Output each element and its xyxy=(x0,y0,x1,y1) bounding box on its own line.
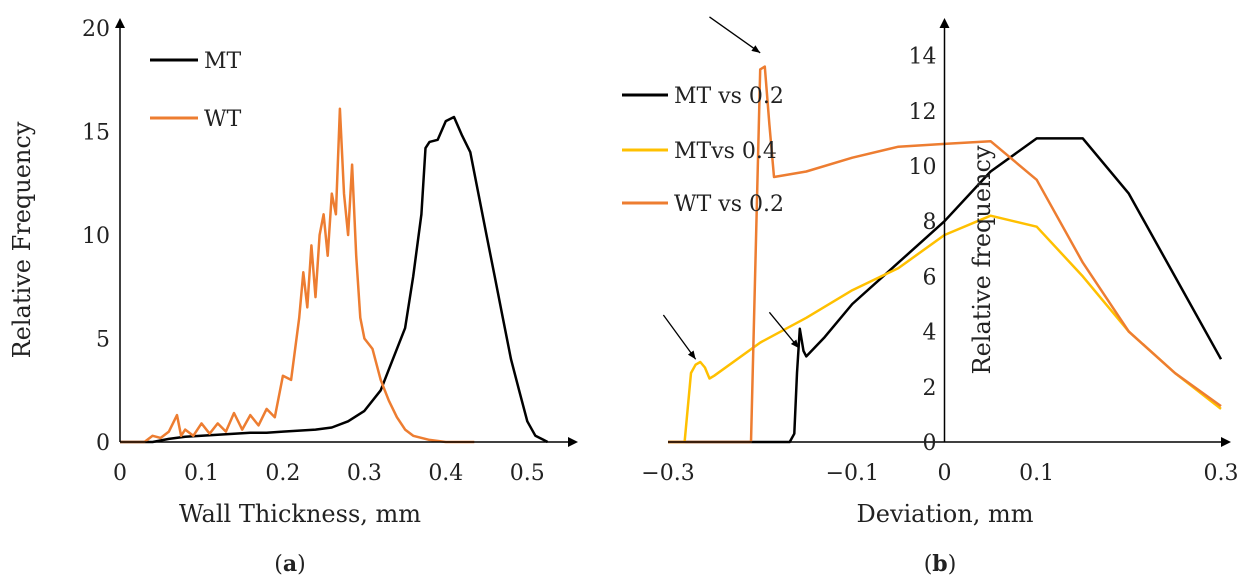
panel-a-caption-letter: a xyxy=(283,551,297,577)
panel-a-x-tick-label: 0.1 xyxy=(184,461,219,486)
panel-b-x-tick-label: 0.1 xyxy=(1019,461,1054,486)
panel-b-x-tick-label: −0.3 xyxy=(641,461,694,486)
panel-b-tick-labels: −0.3 −0.1 0 0.1 0.3 0 2 4 6 8 10 12 14 xyxy=(641,45,1238,486)
panel-b-legend: MT vs 0.2 MTvs 0.4 WT vs 0.2 xyxy=(622,84,784,217)
panel-b-pointer-arrow-2 xyxy=(662,314,697,360)
panel-a-axes xyxy=(115,18,578,447)
panel-a-y-tick-label: 0 xyxy=(96,431,110,456)
panel-b-x-tick-label: 0.3 xyxy=(1204,461,1239,486)
panel-b-pointer-arrowhead-2 xyxy=(687,350,696,360)
panel-b-x-axis-label: Deviation, mm xyxy=(857,500,1034,528)
panel-b-y-tick-label: 14 xyxy=(909,45,937,70)
panel-b-y-axis-label: Relative frequency xyxy=(968,145,996,374)
panel-b-x-tick-label: −0.1 xyxy=(826,461,879,486)
panel-b-y-tick-label: 10 xyxy=(909,155,937,180)
panel-a-series-mt xyxy=(120,115,549,444)
panel-a-y-tick-label: 20 xyxy=(82,17,110,42)
panel-a-x-axis-arrow xyxy=(568,437,578,447)
panel-b-y-tick-label: 8 xyxy=(923,210,937,235)
panel-b-series-wt-vs-0-2 xyxy=(668,65,1222,444)
panel-a-x-tick-label: 0.3 xyxy=(347,461,382,486)
panel-a-series-wt xyxy=(120,107,475,444)
panel-a-x-tick-label: 0.4 xyxy=(428,461,463,486)
panel-b-legend-label-mtvs-0-4: MTvs 0.4 xyxy=(674,139,777,164)
panel-b-caption-letter: b xyxy=(932,551,947,577)
panel-a-caption: (a) xyxy=(274,551,305,577)
panel-b-x-axis-arrow xyxy=(1221,437,1231,447)
panel-a-y-axis-label: Relative Frequency xyxy=(8,121,36,358)
panel-b-y-tick-label: 2 xyxy=(923,376,937,401)
panel-a-x-tick-label: 0.2 xyxy=(265,461,300,486)
panel-b-series-mtvs-0-4 xyxy=(668,214,1222,444)
panel-a-y-tick-label: 5 xyxy=(96,328,110,353)
panel-b-y-tick-label: 12 xyxy=(909,100,937,125)
panel-a-x-tick-label: 0.5 xyxy=(510,461,545,486)
panel-b-pointer-arrowhead-1 xyxy=(751,45,761,53)
panel-a-y-tick-label: 15 xyxy=(82,121,110,146)
panel-a-wall-thickness: 0 0.1 0.2 0.3 0.4 0.5 0 5 10 15 20 MT WT Wall Thick… xyxy=(8,17,578,577)
panel-a-y-tick-label: 10 xyxy=(82,224,110,249)
panel-b-axes xyxy=(668,18,1231,447)
panel-b-pointer-arrow-1 xyxy=(709,16,761,54)
panel-a-legend-label-mt: MT xyxy=(204,49,242,74)
panel-a-legend-label-wt: WT xyxy=(204,107,242,132)
panel-b-y-tick-label: 0 xyxy=(923,431,937,456)
panel-b-y-tick-label: 6 xyxy=(923,265,937,290)
panel-b-caption: (b) xyxy=(924,551,957,577)
panel-b-series xyxy=(668,65,1223,444)
panel-a-x-tick-label: 0 xyxy=(113,461,127,486)
panel-b-legend-label-mt-vs-0-2: MT vs 0.2 xyxy=(674,84,784,109)
panel-a-series xyxy=(120,107,549,444)
panel-b-deviation: −0.3 −0.1 0 0.1 0.3 0 2 4 6 8 10 12 14 MT vs 0.2 MTvs… xyxy=(622,16,1239,577)
panel-b-x-tick-label: 0 xyxy=(938,461,952,486)
panel-b-pointer-arrowhead-3 xyxy=(790,339,799,349)
panel-b-y-tick-label: 4 xyxy=(923,321,937,346)
panel-b-arrows xyxy=(662,16,800,360)
panel-b-legend-label-wt-vs-0-2: WT vs 0.2 xyxy=(674,192,784,217)
panel-a-y-axis-arrow xyxy=(115,18,125,28)
panel-a-tick-labels: 0 0.1 0.2 0.3 0.4 0.5 0 5 10 15 20 xyxy=(82,17,545,486)
panel-b-series-mt-vs-0-2 xyxy=(668,137,1223,444)
panel-a-x-axis-label: Wall Thickness, mm xyxy=(179,500,421,528)
panel-b-y-axis-arrow xyxy=(939,18,950,28)
panel-a-legend: MT WT xyxy=(150,49,242,132)
